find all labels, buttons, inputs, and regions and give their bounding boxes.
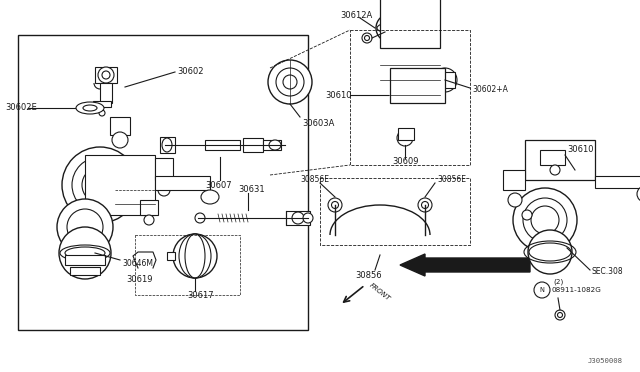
Bar (398, 128, 414, 140)
Bar (503, 170, 525, 190)
Circle shape (57, 199, 113, 255)
Bar (93, 101, 111, 107)
Ellipse shape (529, 243, 571, 261)
Circle shape (555, 310, 565, 320)
Text: 30603A: 30603A (302, 119, 334, 128)
Ellipse shape (201, 190, 219, 204)
Bar (167, 252, 175, 260)
Text: 30646M: 30646M (122, 259, 153, 267)
Bar (525, 140, 595, 180)
Ellipse shape (377, 23, 403, 33)
Circle shape (158, 184, 170, 196)
Text: 08911-1082G: 08911-1082G (552, 287, 602, 293)
Circle shape (268, 60, 312, 104)
Circle shape (522, 210, 532, 220)
Circle shape (195, 213, 205, 223)
Circle shape (98, 67, 114, 83)
Bar (380, 0, 440, 48)
Circle shape (523, 198, 567, 242)
Text: 30856E: 30856E (437, 174, 466, 183)
Circle shape (418, 198, 432, 212)
Text: 30631: 30631 (238, 186, 264, 195)
Bar (18, 35, 308, 330)
Text: 30610: 30610 (325, 90, 351, 99)
Bar (85, 155, 155, 215)
Bar (243, 138, 263, 152)
Circle shape (144, 215, 154, 225)
Circle shape (637, 186, 640, 202)
Bar (286, 211, 310, 225)
Circle shape (99, 110, 105, 116)
Bar (263, 140, 281, 150)
Ellipse shape (76, 102, 104, 114)
Circle shape (112, 132, 128, 148)
Bar (110, 117, 130, 135)
Circle shape (376, 14, 404, 42)
Circle shape (82, 167, 118, 203)
Ellipse shape (269, 140, 281, 150)
Circle shape (72, 157, 128, 213)
Text: 30609: 30609 (392, 157, 419, 167)
Circle shape (534, 282, 550, 298)
Circle shape (528, 230, 572, 274)
Text: 30856E: 30856E (300, 174, 329, 183)
Text: FRONT: FRONT (368, 282, 391, 302)
Text: 30619: 30619 (126, 276, 152, 285)
Circle shape (508, 193, 522, 207)
Bar (95, 67, 117, 83)
Circle shape (397, 130, 413, 146)
Text: J3050008: J3050008 (588, 358, 623, 364)
Circle shape (550, 165, 560, 175)
Ellipse shape (60, 245, 110, 261)
Circle shape (59, 227, 111, 279)
Bar (100, 83, 112, 103)
Ellipse shape (173, 234, 217, 278)
Text: N: N (540, 287, 545, 293)
Bar (205, 140, 240, 150)
Ellipse shape (162, 138, 172, 152)
Bar (70, 267, 100, 275)
Circle shape (328, 198, 342, 212)
Bar (65, 255, 105, 265)
Bar (140, 200, 158, 215)
Text: 30602: 30602 (177, 67, 204, 77)
Bar (155, 176, 210, 190)
Bar (160, 137, 175, 153)
Bar (595, 176, 640, 188)
Bar (155, 158, 173, 180)
Text: 30617: 30617 (187, 292, 214, 301)
Circle shape (433, 68, 457, 92)
Text: 30602E: 30602E (5, 103, 36, 112)
Text: (2): (2) (553, 279, 563, 285)
Circle shape (292, 212, 304, 224)
Circle shape (531, 206, 559, 234)
Ellipse shape (179, 234, 211, 278)
FancyArrow shape (400, 254, 530, 276)
Circle shape (303, 213, 313, 223)
Circle shape (62, 147, 138, 223)
Circle shape (90, 175, 110, 195)
Bar (540, 150, 565, 165)
Text: 30610: 30610 (567, 145, 593, 154)
Circle shape (67, 209, 103, 245)
Text: 30607: 30607 (205, 180, 232, 189)
Bar (390, 68, 445, 103)
Text: 30602+A: 30602+A (472, 86, 508, 94)
Text: 30856: 30856 (355, 270, 381, 279)
Bar (440, 72, 455, 88)
Text: SEC.308: SEC.308 (592, 267, 623, 276)
Circle shape (276, 68, 304, 96)
Circle shape (513, 188, 577, 252)
Circle shape (362, 33, 372, 43)
Text: 30612A: 30612A (340, 10, 372, 19)
